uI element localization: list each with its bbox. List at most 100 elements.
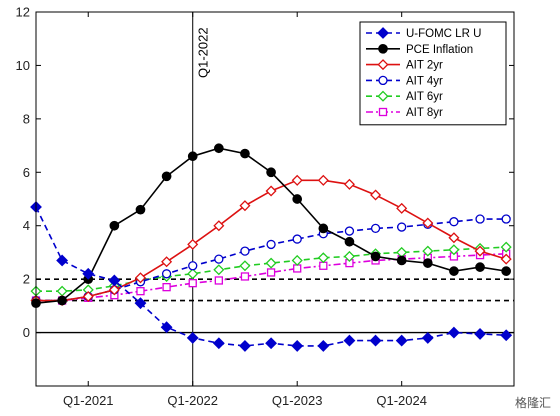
- data-point-ait-4yr-14: [397, 222, 407, 232]
- x-tick-label: Q1-2023: [272, 393, 323, 408]
- data-point-ait-6yr-15: [422, 245, 434, 257]
- data-point-ait-2yr-11: [317, 174, 329, 186]
- data-point-ait-2yr-9: [265, 185, 277, 197]
- legend-label: U-FOMC LR U: [406, 28, 481, 40]
- data-point-ait-2yr-2: [82, 290, 94, 303]
- legend-swatch-marker: [378, 107, 388, 117]
- series-pce-inflation: [31, 143, 512, 309]
- data-point-ait-4yr-10: [292, 234, 302, 244]
- data-point-u-fomc-lr-u-17: [474, 327, 486, 340]
- data-point-u-fomc-lr-u-15: [421, 331, 434, 344]
- data-point-pce-inflation-14: [396, 255, 407, 266]
- data-point-u-fomc-lr-u-2: [82, 267, 95, 280]
- data-point-u-fomc-lr-u-12: [343, 334, 356, 347]
- data-point-pce-inflation-7: [213, 143, 224, 154]
- data-point-ait-2yr-8: [239, 200, 251, 212]
- data-point-u-fomc-lr-u-4: [134, 297, 147, 310]
- data-point-pce-inflation-1: [57, 295, 67, 306]
- data-point-pce-inflation-10: [292, 194, 303, 204]
- y-tick-label: 8: [23, 111, 30, 126]
- legend-swatch-marker: [377, 27, 389, 39]
- data-point-ait-8yr-5: [162, 283, 171, 292]
- data-point-u-fomc-lr-u-14: [395, 334, 408, 347]
- data-point-pce-inflation-13: [370, 251, 381, 262]
- y-tick-label: 12: [16, 5, 30, 20]
- data-point-pce-inflation-16: [449, 266, 459, 276]
- axes: 0 2 4 6 8 10 12 Q1-2021 Q1-2022 Q1-2023 Q1-2024: [16, 5, 514, 408]
- legend-swatch-marker: [377, 90, 389, 102]
- legend-label: AIT 6yr: [406, 91, 443, 103]
- legend-entry-ait-2yr: AIT 2yr: [366, 59, 443, 72]
- data-point-u-fomc-lr-u-16: [448, 326, 460, 339]
- data-point-ait-2yr-3: [108, 284, 120, 296]
- data-point-ait-6yr-12: [343, 250, 355, 262]
- data-point-u-fomc-lr-u-6: [186, 331, 199, 344]
- data-point-ait-6yr-9: [265, 257, 277, 269]
- legend-label: PCE Inflation: [406, 44, 473, 56]
- data-point-ait-2yr-13: [370, 189, 382, 201]
- data-point-ait-8yr-11: [319, 261, 328, 270]
- data-point-ait-6yr-7: [213, 264, 225, 276]
- data-point-ait-4yr-9: [266, 239, 276, 250]
- data-point-pce-inflation-4: [135, 204, 146, 215]
- data-point-u-fomc-lr-u-7: [212, 337, 225, 350]
- data-point-u-fomc-lr-u-11: [317, 340, 330, 352]
- legend-label: AIT 4yr: [406, 75, 443, 87]
- data-point-ait-2yr-10: [291, 174, 303, 186]
- data-point-ait-6yr-6: [187, 268, 199, 280]
- legend-label: AIT 8yr: [406, 107, 443, 119]
- data-point-ait-4yr-13: [370, 223, 381, 234]
- data-point-ait-6yr-8: [239, 260, 251, 272]
- data-point-pce-inflation-15: [422, 258, 433, 268]
- data-point-u-fomc-lr-u-5: [160, 321, 173, 334]
- x-tick-label: Q1-2024: [376, 393, 427, 408]
- data-point-ait-4yr-18: [501, 214, 511, 224]
- legend-entry-ait-6yr: AIT 6yr: [366, 90, 443, 103]
- data-point-u-fomc-lr-u-8: [239, 340, 251, 352]
- vertical-marker-label: Q1-2022: [196, 27, 211, 78]
- data-point-ait-2yr-7: [213, 220, 225, 232]
- data-point-ait-8yr-8: [240, 272, 250, 281]
- data-point-ait-2yr-18: [500, 253, 512, 265]
- data-point-pce-inflation-9: [266, 167, 276, 178]
- y-tick-label: 0: [23, 325, 30, 340]
- legend-label: AIT 2yr: [406, 60, 443, 72]
- data-point-u-fomc-lr-u-3: [108, 274, 121, 287]
- plot-frame: [35, 11, 515, 387]
- watermark: 格隆汇: [511, 393, 554, 412]
- reference-lines: Q1-2022: [36, 12, 514, 386]
- y-tick-label: 2: [23, 272, 30, 287]
- data-point-ait-4yr-16: [449, 217, 459, 227]
- data-point-pce-inflation-6: [187, 151, 198, 162]
- data-point-ait-4yr-8: [240, 246, 250, 256]
- legend-swatch-marker: [377, 59, 389, 71]
- data-point-pce-inflation-17: [475, 262, 485, 272]
- data-point-ait-2yr-12: [343, 178, 355, 190]
- data-point-ait-4yr-7: [214, 254, 224, 264]
- data-point-ait-2yr-15: [422, 217, 434, 229]
- data-point-ait-2yr-5: [161, 256, 173, 268]
- data-point-u-fomc-lr-u-10: [291, 340, 304, 352]
- data-point-ait-6yr-16: [448, 244, 460, 256]
- legend-entry-pce-inflation: PCE Inflation: [366, 44, 473, 56]
- data-point-pce-inflation-12: [344, 236, 355, 247]
- data-point-u-fomc-lr-u-9: [265, 337, 278, 350]
- data-point-ait-2yr-6: [187, 238, 199, 250]
- data-point-ait-8yr-4: [136, 287, 145, 296]
- data-point-ait-8yr-6: [188, 278, 197, 288]
- data-point-ait-6yr-11: [317, 252, 329, 264]
- series-group: [30, 143, 513, 352]
- data-point-ait-2yr-16: [448, 232, 460, 244]
- data-point-ait-4yr-5: [161, 269, 172, 279]
- x-tick-label: Q1-2021: [63, 393, 114, 408]
- data-point-pce-inflation-5: [161, 171, 172, 182]
- legend-entry-ait-8yr: AIT 8yr: [366, 107, 443, 119]
- data-point-ait-8yr-9: [266, 268, 276, 277]
- data-point-ait-4yr-6: [188, 261, 198, 271]
- x-tick-label: Q1-2022: [167, 393, 218, 408]
- legend-box: [359, 21, 507, 126]
- data-point-ait-4yr-17: [475, 214, 485, 224]
- data-point-pce-inflation-8: [240, 148, 250, 159]
- data-point-ait-8yr-10: [293, 264, 302, 273]
